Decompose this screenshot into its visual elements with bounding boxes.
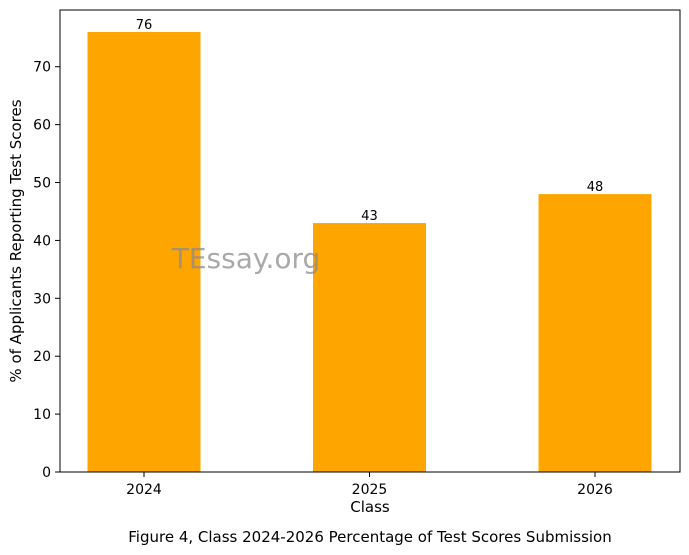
y-tick-label: 30 <box>33 291 51 307</box>
x-tick-label: 2024 <box>126 482 162 498</box>
bar-2026 <box>538 194 652 472</box>
watermark: TEssay.org <box>171 242 321 275</box>
y-axis-ticks: 0 10 20 30 40 50 60 70 <box>33 60 60 481</box>
y-tick-label: 70 <box>33 60 51 76</box>
y-tick-label: 20 <box>33 349 51 365</box>
x-axis-label: Class <box>350 498 390 516</box>
plot-area-frame <box>59 9 681 473</box>
x-tick-label: 2026 <box>577 482 613 498</box>
figure-caption: Figure 4, Class 2024-2026 Percentage of … <box>128 528 612 546</box>
y-tick-label: 60 <box>33 118 51 134</box>
y-tick-label: 40 <box>33 233 51 249</box>
y-tick-label: 50 <box>33 176 51 192</box>
bar-2024 <box>87 32 201 472</box>
y-axis-label: % of Applicants Reporting Test Scores <box>7 99 25 382</box>
x-tick-label: 2025 <box>352 482 388 498</box>
bar-2025 <box>313 223 426 472</box>
data-label-2025: 43 <box>361 209 378 224</box>
data-label-2026: 48 <box>587 180 604 195</box>
y-tick-label: 10 <box>33 407 51 423</box>
data-label-2024: 76 <box>136 18 153 33</box>
y-tick-label: 0 <box>42 465 51 481</box>
bars: 76 43 48 <box>87 18 652 472</box>
x-axis-ticks: 2024 2025 2026 <box>126 472 613 498</box>
